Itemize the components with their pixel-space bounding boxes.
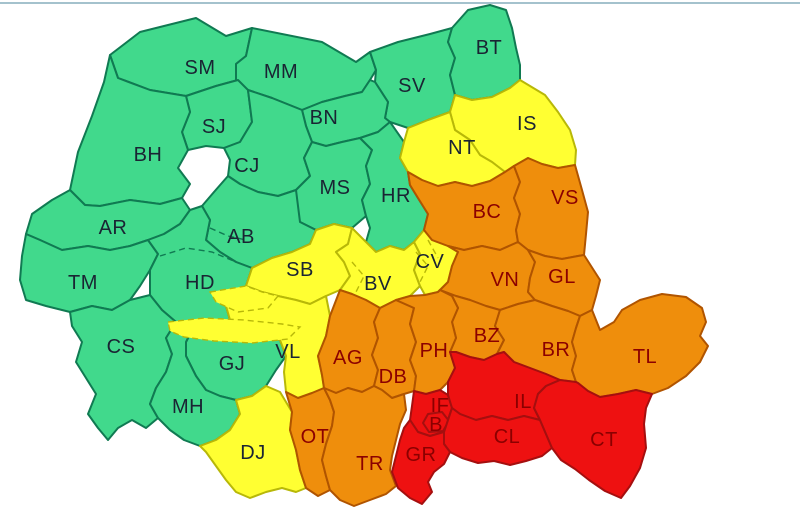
county-TM: [19, 233, 159, 313]
county-label-IF: IF: [431, 395, 450, 417]
county-label-MM: MM: [264, 61, 298, 83]
county-label-TR: TR: [356, 453, 384, 475]
county-label-BT: BT: [476, 37, 503, 59]
county-label-DJ: DJ: [240, 442, 265, 464]
county-label-BZ: BZ: [474, 325, 501, 347]
county-label-IS: IS: [517, 113, 537, 135]
county-label-HR: HR: [381, 185, 411, 207]
county-label-BH: BH: [134, 144, 163, 166]
county-label-AR: AR: [99, 217, 128, 239]
county-CT: [533, 379, 653, 499]
dashed-zone-border-hd-north: [159, 247, 237, 263]
county-label-DB: DB: [379, 366, 408, 388]
county-label-VL: VL: [275, 341, 300, 363]
county-label-CL: CL: [494, 426, 521, 448]
dashed-zone-border-ab-south: [209, 227, 247, 241]
county-label-AG: AG: [333, 347, 363, 369]
county-label-CJ: CJ: [234, 155, 259, 177]
county-label-OT: OT: [301, 426, 330, 448]
county-MS: [291, 137, 373, 231]
county-label-TL: TL: [633, 346, 657, 368]
dashed-zone-border-bv: [351, 261, 365, 293]
county-label-GR: GR: [406, 444, 437, 466]
dashed-zone-border-cv-west: [415, 251, 429, 283]
county-label-CV: CV: [416, 251, 445, 273]
county-label-SV: SV: [398, 75, 426, 97]
county-label-NT: NT: [448, 137, 476, 159]
county-label-BN: BN: [310, 107, 339, 129]
county-label-MH: MH: [172, 396, 204, 418]
top-border-line: [0, 2, 800, 4]
county-label-SJ: SJ: [202, 116, 226, 138]
county-B: [422, 411, 450, 433]
mountain-zone-sebes: [208, 285, 280, 313]
county-label-BR: BR: [542, 339, 571, 361]
county-label-BC: BC: [473, 201, 502, 223]
county-label-B: B: [429, 414, 443, 436]
county-label-VN: VN: [491, 269, 520, 291]
county-label-PH: PH: [420, 340, 449, 362]
county-label-SM: SM: [185, 57, 216, 79]
county-label-CS: CS: [107, 336, 136, 358]
county-DJ: [199, 385, 307, 499]
county-label-HD: HD: [185, 272, 215, 294]
county-label-MS: MS: [320, 177, 351, 199]
county-label-VS: VS: [551, 187, 579, 209]
county-label-AB: AB: [227, 226, 255, 248]
county-label-SB: SB: [286, 259, 314, 281]
county-label-GL: GL: [548, 266, 576, 288]
county-TR: [321, 385, 407, 507]
county-label-IL: IL: [514, 391, 532, 413]
county-GR: [391, 419, 451, 505]
county-CL: [443, 407, 553, 466]
county-label-BV: BV: [364, 273, 392, 295]
county-label-GJ: GJ: [219, 353, 246, 375]
mountain-zone-parang: [167, 317, 302, 344]
dashed-zone-border-cv-east: [427, 239, 439, 259]
county-label-CT: CT: [590, 429, 618, 451]
county-TL: [571, 293, 709, 398]
county-label-TM: TM: [68, 272, 98, 294]
